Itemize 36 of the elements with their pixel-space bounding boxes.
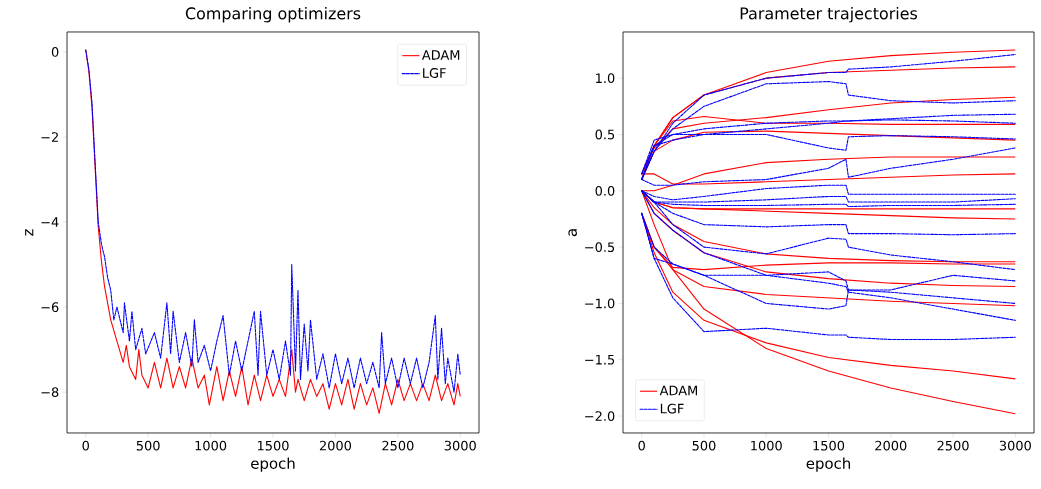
x-tick-label: 2000 [875, 440, 907, 451]
y-tick-label: −8 [41, 387, 59, 398]
x-tick-label: 500 [136, 440, 160, 451]
y-tick-label: −2 [41, 132, 58, 142]
x-axis-title: epoch [806, 457, 850, 472]
x-tick-label: 3000 [444, 440, 476, 451]
x-tick-label: 1000 [751, 440, 782, 451]
y-tick-label: −0.5 [585, 242, 615, 253]
y-axis-title: z [25, 229, 34, 236]
x-axis-title: epoch [251, 457, 295, 472]
x-tick-label: 3000 [999, 440, 1031, 451]
x-tick-label: 0 [82, 440, 89, 451]
x-tick-label: 500 [692, 440, 716, 451]
y-tick-label: 0 [51, 47, 59, 57]
y-tick-label: −1.5 [585, 354, 615, 365]
legend-label: ADAM [659, 385, 697, 396]
x-tick-label: 1500 [813, 440, 845, 451]
y-tick-label: −1.0 [585, 298, 615, 309]
chart-title: Parameter trajectories [740, 7, 918, 23]
x-tick-label: 2000 [319, 440, 352, 451]
y-tick-label: −4 [41, 217, 59, 227]
x-tick-label: 0 [638, 440, 645, 451]
y-tick-label: −6 [41, 302, 59, 313]
legend-label: LGF [660, 403, 684, 414]
y-tick-label: 0.0 [595, 185, 615, 196]
x-tick-label: 1000 [195, 440, 227, 451]
y-tick-label: 0.5 [595, 129, 615, 140]
y-tick-label: −2.0 [585, 411, 615, 421]
legend-label: ADAM [421, 50, 460, 60]
x-tick-label: 2500 [937, 440, 969, 451]
legend-label: LGF [423, 68, 446, 78]
x-tick-label: 1500 [257, 440, 289, 451]
y-axis-title: a [568, 229, 577, 237]
x-tick-label: 2500 [382, 440, 414, 451]
y-tick-label: 1.0 [596, 73, 615, 84]
chart-title: Comparing optimizers [185, 7, 361, 23]
